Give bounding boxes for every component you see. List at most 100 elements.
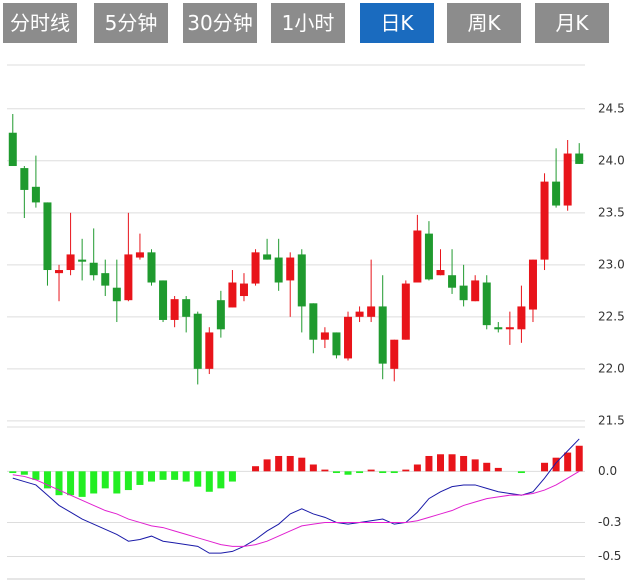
macd-bar: [136, 471, 144, 485]
macd-bar: [159, 471, 167, 480]
tab[interactable]: 分时线: [3, 3, 77, 43]
macd-bar: [564, 452, 572, 472]
candle-body: [20, 168, 29, 190]
macd-bar: [101, 471, 109, 489]
macd-bar: [552, 457, 560, 472]
macd-bar: [228, 471, 236, 482]
macd-bar: [402, 469, 410, 472]
tab[interactable]: 30分钟: [183, 3, 257, 43]
candle-body: [43, 202, 52, 271]
macd-bar: [575, 445, 583, 472]
candle-body: [182, 299, 191, 317]
candle-body: [170, 299, 179, 320]
candle-body: [286, 257, 295, 281]
candle-body: [401, 283, 410, 340]
macd-bar: [483, 462, 491, 472]
candle-body: [274, 257, 283, 283]
candle-body: [159, 280, 168, 320]
y-tick-label: 23.0: [598, 257, 625, 271]
candle-body: [124, 254, 133, 301]
macd-bar: [43, 471, 51, 489]
candle-body: [147, 252, 156, 283]
macd-bar: [448, 454, 456, 472]
macd-bar: [124, 471, 132, 491]
macd-bar: [113, 471, 121, 494]
candle-body: [575, 153, 584, 164]
candle-body: [55, 270, 64, 274]
macd-bar: [379, 471, 387, 474]
macd-bar: [332, 471, 340, 474]
macd-bar: [286, 455, 294, 472]
candle-body: [482, 282, 491, 326]
candle-body: [332, 332, 341, 356]
candle-body: [563, 153, 572, 206]
candle-body: [239, 283, 248, 297]
macd-bar: [217, 471, 225, 489]
macd-bar: [67, 471, 75, 496]
candle-body: [459, 285, 468, 301]
candle-body: [552, 181, 561, 206]
candle-body: [78, 259, 87, 262]
y-tick-label: 24.5: [598, 101, 625, 115]
candle-body: [101, 273, 110, 286]
y-tick-label: 21.5: [598, 413, 625, 427]
macd-bar: [55, 471, 63, 496]
candle-body: [263, 254, 272, 260]
macd-bar: [494, 467, 502, 472]
candle-body: [390, 339, 399, 369]
macd-bar: [390, 471, 398, 474]
y-tick-label: 22.0: [598, 361, 625, 375]
candle-body: [517, 306, 526, 330]
tab[interactable]: 周K: [447, 3, 521, 43]
candle-body: [344, 316, 353, 359]
y-tick-label: 22.5: [598, 309, 625, 323]
macd-bar: [263, 459, 271, 472]
y-tick-label: 0.0: [598, 464, 617, 478]
macd-bar: [437, 454, 444, 472]
y-tick-label: 24.0: [598, 153, 625, 167]
tab[interactable]: 5分钟: [94, 3, 168, 43]
macd-bar: [194, 471, 202, 487]
macd-bar: [460, 455, 468, 472]
macd-bar: [78, 471, 86, 497]
candle-body: [216, 300, 225, 330]
macd-bar: [205, 471, 213, 492]
candle-body: [436, 270, 445, 276]
macd-bar: [171, 471, 179, 480]
macd-bar: [356, 471, 364, 474]
candle-body: [320, 332, 329, 340]
candle-body: [66, 254, 75, 271]
macd-bar: [148, 471, 155, 482]
candle-body: [367, 306, 376, 317]
macd-bar: [298, 457, 306, 472]
candle-body: [471, 280, 480, 302]
candle-body: [355, 311, 364, 317]
tab[interactable]: 月K: [535, 3, 609, 43]
candle-body: [205, 332, 214, 369]
candle-body: [528, 259, 537, 310]
candle-body: [8, 132, 17, 167]
candle-body: [31, 186, 40, 203]
tab[interactable]: 日K: [360, 3, 434, 43]
candle-body: [448, 275, 457, 288]
candle-body: [309, 303, 318, 340]
macd-bar: [20, 471, 28, 475]
macd-bar: [517, 471, 525, 474]
candle-body: [135, 252, 144, 258]
macd-bar: [32, 471, 40, 480]
candle-body: [89, 262, 98, 276]
candle-body: [540, 181, 549, 260]
candle-body: [112, 287, 121, 302]
macd-bar: [9, 471, 17, 474]
macd-bar: [275, 455, 283, 472]
candle-body: [251, 252, 260, 284]
candle-body: [494, 327, 503, 330]
candle-body: [193, 313, 202, 369]
macd-line: [12, 470, 580, 547]
candle-body: [424, 233, 433, 280]
macd-bar: [252, 466, 260, 472]
tab[interactable]: 1小时: [271, 3, 345, 43]
y-tick-label: -0.5: [598, 549, 621, 563]
